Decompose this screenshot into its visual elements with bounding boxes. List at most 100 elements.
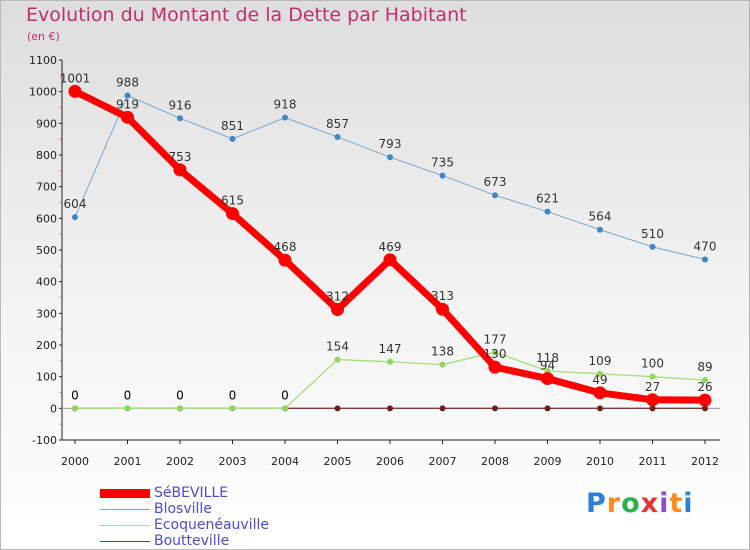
data-point xyxy=(436,302,449,316)
data-point xyxy=(541,372,554,386)
data-point xyxy=(544,208,551,215)
data-label: 109 xyxy=(589,354,612,368)
legend-label: Blosville xyxy=(154,501,212,517)
y-tick-label: 900 xyxy=(36,117,57,130)
data-point xyxy=(331,303,344,317)
data-point xyxy=(597,370,603,377)
data-point xyxy=(334,356,341,363)
data-label: 313 xyxy=(431,289,454,303)
data-point xyxy=(121,110,134,124)
data-point xyxy=(383,253,397,267)
data-point xyxy=(282,114,288,121)
data-point xyxy=(702,377,708,384)
y-tick-label: 600 xyxy=(36,212,57,225)
data-point xyxy=(278,253,292,267)
data-label: 130 xyxy=(484,347,507,361)
x-tick-label: 2011 xyxy=(639,455,667,468)
data-label: 604 xyxy=(64,197,87,211)
y-tick-label: 300 xyxy=(36,307,57,320)
data-label: 918 xyxy=(274,98,297,112)
data-label: 919 xyxy=(116,97,139,111)
x-tick-label: 2000 xyxy=(61,455,89,468)
logo-letter: r xyxy=(606,488,622,519)
data-label: 154 xyxy=(326,340,349,354)
y-tick-label: 1100 xyxy=(29,54,57,67)
data-label: 312 xyxy=(326,290,349,304)
x-tick-label: 2008 xyxy=(481,455,509,468)
x-tick-label: 2001 xyxy=(114,455,142,468)
data-point xyxy=(72,405,78,412)
data-label: 673 xyxy=(484,175,507,189)
series-line xyxy=(74,94,706,260)
data-label: 100 xyxy=(641,357,664,371)
logo-letter: i xyxy=(659,488,670,519)
data-point xyxy=(488,360,502,374)
data-label: 621 xyxy=(536,192,559,206)
data-point xyxy=(492,405,498,412)
chart-title: Evolution du Montant de la Dette par Hab… xyxy=(26,4,467,26)
logo-letter: t xyxy=(669,488,684,519)
y-tick-label: 100 xyxy=(36,371,57,384)
data-point xyxy=(226,207,239,221)
data-label: 793 xyxy=(379,137,402,151)
data-label: 94 xyxy=(540,359,555,373)
series-1 xyxy=(72,92,708,263)
legend-swatch xyxy=(100,540,150,542)
y-tick-label: 700 xyxy=(36,181,57,194)
data-label: 118 xyxy=(536,351,559,365)
data-label: 510 xyxy=(641,227,664,241)
data-point xyxy=(229,135,236,142)
data-label: 147 xyxy=(379,342,402,356)
data-labels: 1001 919 753 615 468 312 469 313 130 94 49 27 26 604 9… xyxy=(60,71,717,402)
data-point xyxy=(68,84,82,98)
data-label: 564 xyxy=(589,210,612,224)
y-tick-label: 200 xyxy=(36,339,57,352)
data-point xyxy=(649,373,656,380)
data-point xyxy=(439,361,446,368)
data-label: 735 xyxy=(431,156,454,170)
data-point xyxy=(544,405,551,412)
data-point xyxy=(177,115,183,122)
data-point xyxy=(72,214,78,221)
data-point xyxy=(387,154,393,161)
data-point xyxy=(439,172,446,179)
data-label: 0 xyxy=(281,388,289,402)
x-tick-label: 2012 xyxy=(691,455,719,468)
y-tick-label: -100 xyxy=(32,434,57,447)
data-label: 0 xyxy=(124,388,132,402)
data-label: 615 xyxy=(221,194,244,208)
data-label: 469 xyxy=(379,240,402,254)
data-point xyxy=(702,256,708,263)
data-point xyxy=(698,393,712,407)
series-layer xyxy=(68,84,712,412)
y-tick-label: 800 xyxy=(36,149,57,162)
x-tick-label: 2010 xyxy=(586,455,614,468)
data-label: 0 xyxy=(229,388,237,402)
data-label: 177 xyxy=(484,332,507,346)
data-point xyxy=(492,192,498,199)
data-point xyxy=(334,405,341,412)
x-tick-label: 2006 xyxy=(376,455,404,468)
data-label: 468 xyxy=(274,240,297,254)
data-point xyxy=(593,386,607,400)
x-tick-label: 2002 xyxy=(166,455,194,468)
x-tick-label: 2005 xyxy=(324,455,352,468)
data-label: 0 xyxy=(176,388,184,402)
legend-swatch xyxy=(100,488,150,498)
logo-letter: i xyxy=(683,488,694,519)
data-point xyxy=(646,393,659,407)
data-point xyxy=(649,405,656,412)
data-label: 26 xyxy=(697,380,712,394)
data-label: 138 xyxy=(431,345,454,359)
data-label: 470 xyxy=(694,240,717,254)
x-tick-label: 2004 xyxy=(271,455,299,468)
legend-label: Boutteville xyxy=(154,533,230,549)
data-label: 851 xyxy=(221,119,244,133)
data-label: 753 xyxy=(169,150,192,164)
data-point xyxy=(387,405,393,412)
data-label: 1001 xyxy=(60,71,91,85)
y-tick-label: 500 xyxy=(36,244,57,257)
logo-letter: P xyxy=(586,488,607,519)
data-point xyxy=(702,405,708,412)
